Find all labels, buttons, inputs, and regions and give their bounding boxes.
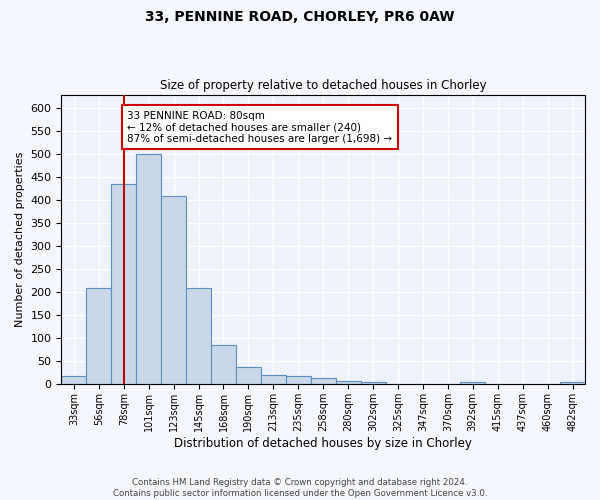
Bar [261, 375, 286, 384]
Bar [560, 382, 585, 384]
Y-axis label: Number of detached properties: Number of detached properties [15, 152, 25, 327]
Bar [136, 154, 161, 384]
Text: 33, PENNINE ROAD, CHORLEY, PR6 0AW: 33, PENNINE ROAD, CHORLEY, PR6 0AW [145, 10, 455, 24]
Bar [236, 368, 261, 384]
Bar [335, 380, 361, 384]
Bar [311, 378, 335, 384]
Bar [61, 376, 86, 384]
Bar [186, 288, 211, 384]
Bar [111, 184, 136, 384]
Bar [361, 382, 386, 384]
Text: 33 PENNINE ROAD: 80sqm
← 12% of detached houses are smaller (240)
87% of semi-de: 33 PENNINE ROAD: 80sqm ← 12% of detached… [127, 110, 392, 144]
X-axis label: Distribution of detached houses by size in Chorley: Distribution of detached houses by size … [174, 437, 472, 450]
Text: Contains HM Land Registry data © Crown copyright and database right 2024.
Contai: Contains HM Land Registry data © Crown c… [113, 478, 487, 498]
Title: Size of property relative to detached houses in Chorley: Size of property relative to detached ho… [160, 79, 487, 92]
Bar [161, 196, 186, 384]
Bar [460, 382, 485, 384]
Bar [211, 346, 236, 385]
Bar [286, 376, 311, 384]
Bar [86, 288, 111, 384]
